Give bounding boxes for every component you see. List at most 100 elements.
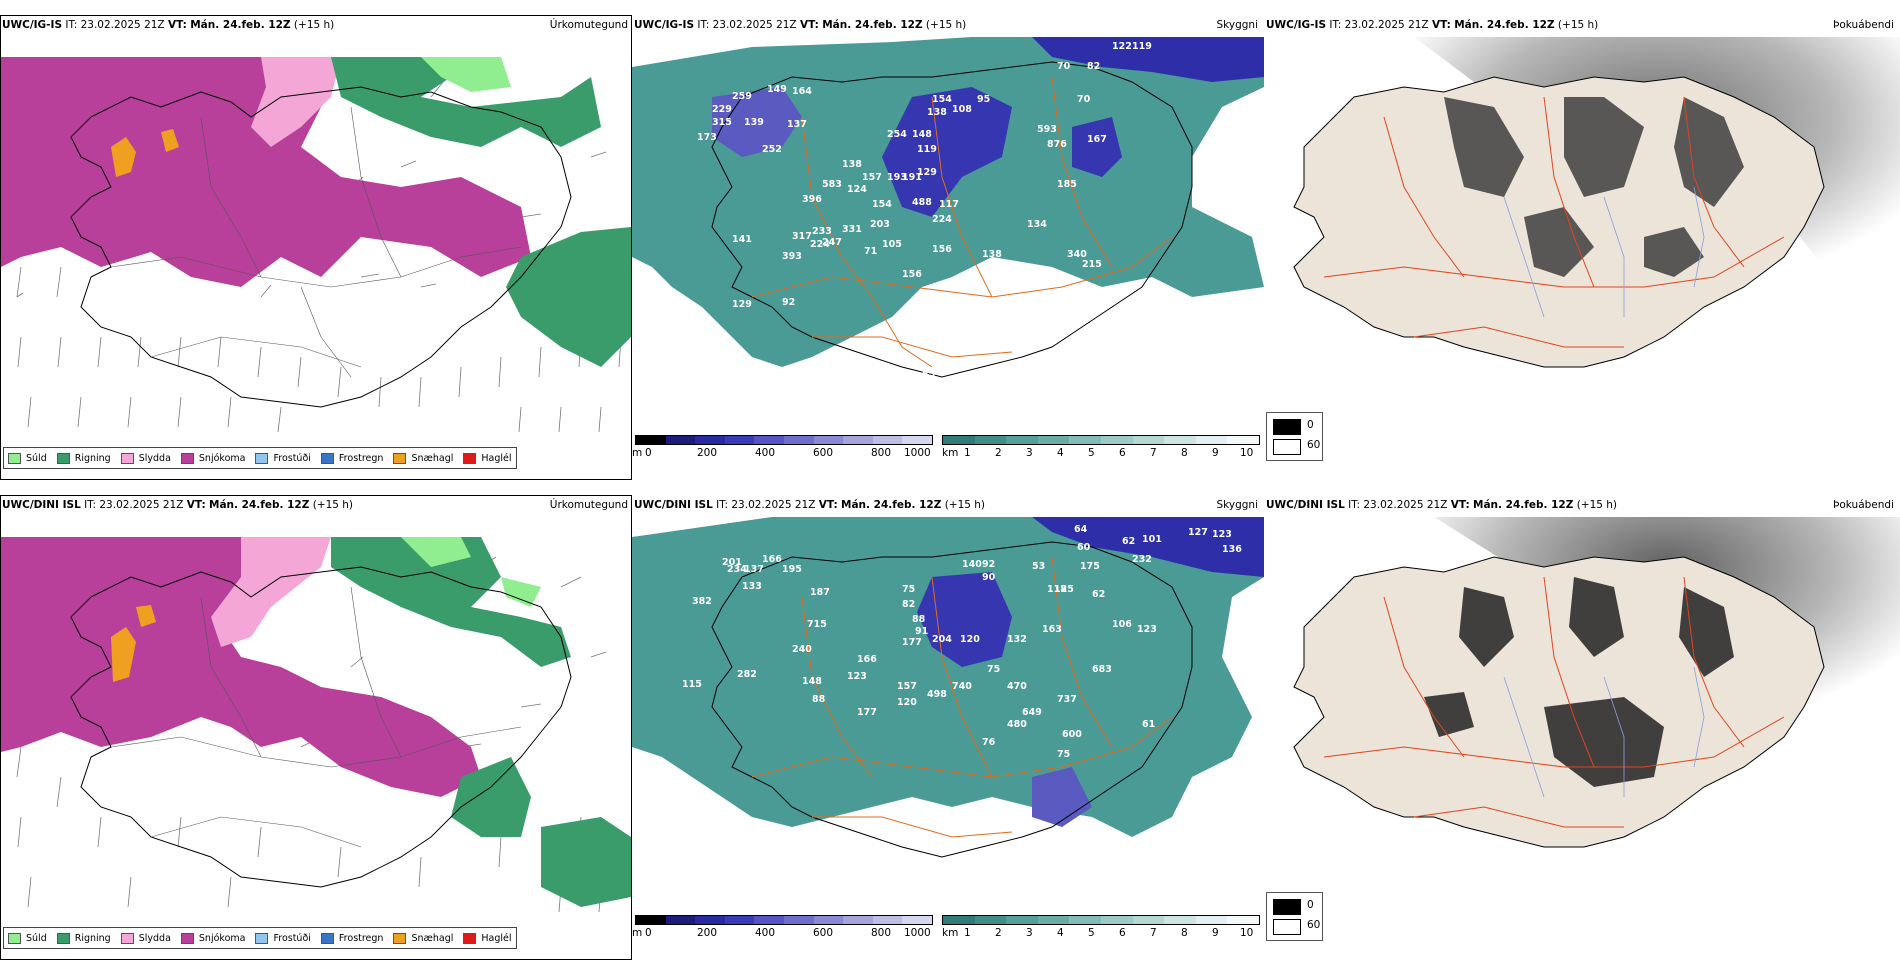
vt-label: VT: xyxy=(1431,19,1451,31)
ceiling-label: 137 xyxy=(744,564,764,575)
legend-item: Snjókoma xyxy=(180,932,245,944)
ceiling-label: 215 xyxy=(1082,259,1102,270)
ceiling-label: 195 xyxy=(782,564,802,575)
ceiling-label: 233 xyxy=(812,226,832,237)
colorbar-cell xyxy=(974,916,1007,924)
colorbar-tick: 7 xyxy=(1150,447,1157,459)
legend-swatch-white xyxy=(1273,439,1301,455)
precip-type-panel: UWC/DINI ISL IT: 23.02.2025 21Z VT: Mán.… xyxy=(0,495,632,960)
ceiling-label: 129 xyxy=(732,299,752,310)
colorbar-tick: 10 xyxy=(1240,447,1254,459)
panel-title: Skyggni xyxy=(1216,499,1259,511)
vt-label: VT: xyxy=(186,499,206,511)
colorbar-cell xyxy=(1037,916,1070,924)
snow-area xyxy=(1,537,481,797)
model-name: UWC/DINI ISL xyxy=(1266,499,1345,511)
ceiling-label: 224 xyxy=(810,239,830,250)
visibility-colorbar: km 1 2 3 4 5 6 7 8 9 10 xyxy=(942,435,1260,469)
colorbar-cell xyxy=(1227,436,1259,444)
ceiling-label: 132 xyxy=(1007,634,1027,645)
roads xyxy=(751,76,1173,368)
low-ceiling-area-2 xyxy=(882,87,1012,217)
colorbar-cell xyxy=(843,916,873,924)
iceland-outline xyxy=(711,541,1193,858)
rain-area-east xyxy=(451,757,531,837)
row-igis: UWC/IG-IS IT: 23.02.2025 21Z VT: Mán. 24… xyxy=(0,15,1900,480)
ceiling-label: 139 xyxy=(744,117,764,128)
fog-dark-areas xyxy=(1444,97,1744,277)
ceiling-label: 138 xyxy=(927,107,947,118)
ceiling-label: 120 xyxy=(897,697,917,708)
fog-legend: 0 60 xyxy=(1266,892,1323,941)
ceiling-label: 315 xyxy=(712,117,732,128)
colorbar-cell xyxy=(754,436,784,444)
colorbar-unit: m xyxy=(632,447,643,459)
lead-time: (+15 h) xyxy=(944,499,986,511)
sleet-area xyxy=(211,537,331,647)
ceiling-label: 76 xyxy=(982,737,996,748)
colorbar-cell xyxy=(665,436,696,444)
ceiling-label: 108 xyxy=(952,104,972,115)
ceiling-label: 120 xyxy=(960,634,980,645)
panel-title: Úrkomutegund xyxy=(549,19,628,31)
colorbar-tick: 0 xyxy=(645,927,652,939)
rain-area-east xyxy=(506,227,631,367)
legend-item: Frostregn xyxy=(320,932,383,944)
colorbar-cell xyxy=(783,916,814,924)
panel-header: UWC/IG-IS IT: 23.02.2025 21Z VT: Mán. 24… xyxy=(634,19,966,31)
legend-item: Súld xyxy=(8,932,47,944)
legend-item: Rigning xyxy=(56,452,111,464)
panel-title: Úrkomutegund xyxy=(549,499,628,511)
colorbar-cell xyxy=(754,916,784,924)
sleet-area xyxy=(251,57,341,147)
ceiling-label: 122 xyxy=(1112,41,1132,52)
colorbar-cell xyxy=(1132,916,1165,924)
colorbar-tick: 800 xyxy=(871,447,892,459)
colorbar-tick: 2 xyxy=(995,447,1002,459)
ceiling-label: 119 xyxy=(917,144,937,155)
it-value: 23.02.2025 21Z xyxy=(712,19,797,31)
ceiling-label: 61 xyxy=(1142,719,1155,730)
ceiling-label: 396 xyxy=(802,194,822,205)
ceiling-label: 259 xyxy=(732,91,752,102)
ceiling-label: 129 xyxy=(917,167,937,178)
legend-label: 0 xyxy=(1307,419,1314,431)
vt-label: VT: xyxy=(1450,499,1470,511)
colorbar-tick: 10 xyxy=(1240,927,1254,939)
legend-item: Slydda xyxy=(120,932,171,944)
colorbar-tick: 600 xyxy=(813,927,834,939)
panel-title: Þokuábendi xyxy=(1833,19,1894,31)
colorbar-tick: 8 xyxy=(1181,927,1188,939)
low-ceiling-area-4 xyxy=(1072,117,1122,177)
precip-legend: Súld Rigning Slydda Snjókoma Frostúði Fr… xyxy=(3,447,517,469)
colorbar-cell xyxy=(943,916,975,924)
row-dini: UWC/DINI ISL IT: 23.02.2025 21Z VT: Mán.… xyxy=(0,495,1900,960)
precip-map xyxy=(1,517,631,920)
roads xyxy=(1323,576,1785,828)
ceiling-label: 138 xyxy=(982,249,1002,260)
ceiling-label: 123 xyxy=(847,671,867,682)
fog-map xyxy=(1264,517,1900,927)
ceiling-label: 382 xyxy=(692,596,712,607)
ceiling-label: 737 xyxy=(1057,694,1077,705)
it-label: IT: xyxy=(697,19,710,31)
colorbar-cell xyxy=(902,916,932,924)
ceiling-label: 234 xyxy=(727,564,747,575)
colorbar-tick: 400 xyxy=(755,447,776,459)
ceiling-label: 124 xyxy=(847,184,867,195)
colorbar-tick: 1000 xyxy=(904,447,931,459)
ceiling-label: 115 xyxy=(682,679,702,690)
colorbar-cell xyxy=(1069,436,1101,444)
ceiling-label: 204 xyxy=(932,634,952,645)
vt-value: Mán. 24.feb. 12Z xyxy=(1454,19,1555,31)
it-label: IT: xyxy=(65,19,78,31)
ceiling-label: 191 xyxy=(902,172,922,183)
legend-item: Haglél xyxy=(463,452,512,464)
colorbar-tick: 3 xyxy=(1026,927,1033,939)
ceiling-label: 498 xyxy=(927,689,947,700)
ceiling-label: 60 xyxy=(1077,542,1091,553)
ceiling-label: 141 xyxy=(732,234,752,245)
panel-title: Þokuábendi xyxy=(1833,499,1894,511)
